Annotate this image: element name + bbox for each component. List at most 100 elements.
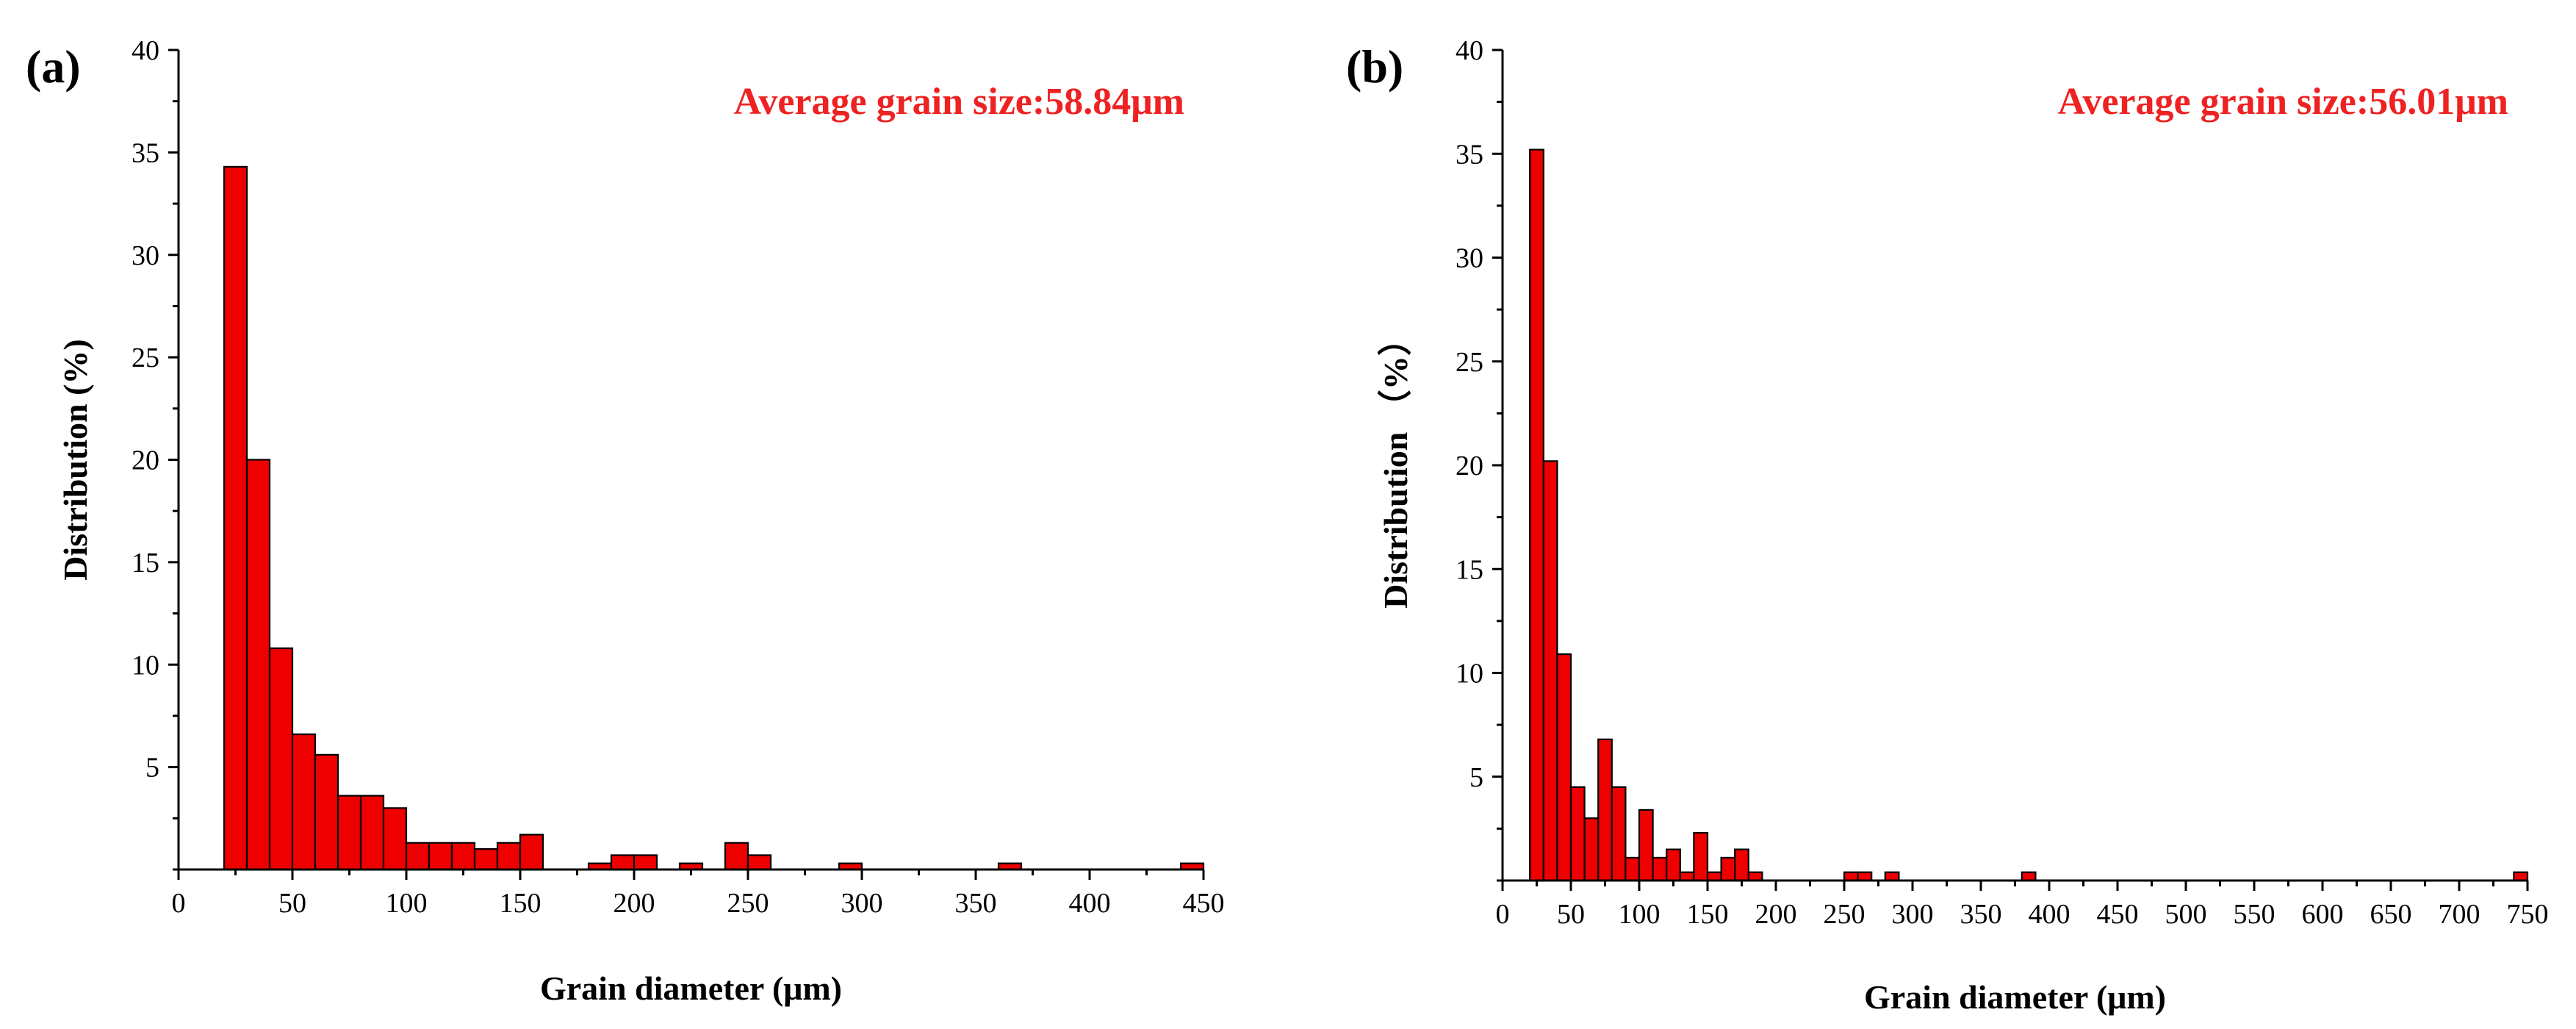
panel-b-bar-265 xyxy=(1857,871,1873,882)
panel-a-chart: 0 50 100 150 200 250 300 350 400 450 5 10 15 20 25 30 35… xyxy=(26,35,1225,1007)
panel-b-x-tick-label-250: 250 xyxy=(1824,899,1866,930)
panel-b-y-tick-label-30: 30 xyxy=(1456,243,1483,274)
panel-b-x-axis-label: Grain diameter (μm) xyxy=(1864,978,2166,1016)
panel-b-x-ticks: 0 50 100 150 200 250 300 350 400 450 500 550 600 650 7… xyxy=(1496,881,2549,930)
panel-a-bar-55 xyxy=(291,733,317,871)
panel-b-y-tick-label-5: 5 xyxy=(1469,762,1483,793)
panel-a-bar-45 xyxy=(268,647,294,871)
panel-b-bar-165 xyxy=(1720,856,1736,882)
panel-a-bar-85 xyxy=(359,795,385,871)
panel-a-axes xyxy=(177,50,1204,871)
panel-b-bar-105 xyxy=(1638,808,1654,882)
panel-b-y-tick-label-15: 15 xyxy=(1456,554,1483,585)
panel-b-x-tick-label-300: 300 xyxy=(1892,899,1934,930)
panel-b-x-tick-label-650: 650 xyxy=(2370,899,2412,930)
panel-a-bar-255 xyxy=(746,854,772,871)
panel-b-average-annotation: Average grain size:56.01μm xyxy=(2058,81,2508,123)
panel-b-bar-95 xyxy=(1625,856,1641,882)
panel-b-x-tick-label-450: 450 xyxy=(2097,899,2139,930)
panel-b-y-tick-label-40: 40 xyxy=(1456,35,1483,66)
panel-a-x-tick-label-100: 100 xyxy=(386,888,428,919)
panel-b-y-tick-label-10: 10 xyxy=(1456,659,1483,689)
panel-a-y-tick-label-40: 40 xyxy=(132,35,159,66)
panel-b-bar-35 xyxy=(1542,460,1558,882)
panel-b-x-tick-label-600: 600 xyxy=(2302,899,2344,930)
panel-a-y-tick-label-5: 5 xyxy=(145,753,159,784)
panel-b-bar-135 xyxy=(1679,871,1695,882)
panel-a-x-tick-label-350: 350 xyxy=(955,888,997,919)
panel-b-x-tick-label-100: 100 xyxy=(1619,899,1661,930)
panel-b-bars xyxy=(1529,148,2529,882)
panel-a-x-axis-label: Grain diameter (μm) xyxy=(540,969,842,1007)
panel-a-bar-135 xyxy=(473,848,499,871)
panel-a-x-tick-label-150: 150 xyxy=(500,888,542,919)
panel-b-y-ticks: 5 10 15 20 25 30 35 40 xyxy=(1456,35,1503,882)
panel-a-average-annotation: Average grain size:58.84μm xyxy=(734,81,1184,123)
panel-b-bar-145 xyxy=(1693,831,1709,882)
panel-b-bar-45 xyxy=(1556,653,1572,882)
panel-a-bar-35 xyxy=(245,459,271,871)
panel-b-x-tick-label-550: 550 xyxy=(2234,899,2275,930)
panel-b-y-tick-label-25: 25 xyxy=(1456,347,1483,378)
panel-b-chart: 0 50 100 150 200 250 300 350 400 450 500 550 600 650 7… xyxy=(1346,35,2549,1016)
panel-a-y-ticks: 5 10 15 20 25 30 35 40 xyxy=(132,35,179,871)
panel-a-x-tick-label-400: 400 xyxy=(1069,888,1111,919)
panel-a-bar-155 xyxy=(519,833,544,871)
panel-b-bar-55 xyxy=(1569,786,1586,882)
panel-b-bar-385 xyxy=(2021,871,2037,882)
panel-b-bar-125 xyxy=(1666,848,1681,882)
panel-a-y-tick-label-25: 25 xyxy=(132,343,159,373)
panel-b-bar-115 xyxy=(1652,856,1668,882)
panel-b-bar-175 xyxy=(1734,848,1749,882)
panel-b-bar-745 xyxy=(2513,871,2529,882)
panel-b-y-tick-label-20: 20 xyxy=(1456,451,1483,481)
panel-a-y-axis-label: Distribution (%) xyxy=(57,339,94,580)
panel-b-x-tick-label-500: 500 xyxy=(2165,899,2207,930)
panel-a-y-tick-label-20: 20 xyxy=(132,445,159,476)
panel-b-x-tick-label-700: 700 xyxy=(2439,899,2480,930)
panel-a-y-tick-label-30: 30 xyxy=(132,240,159,271)
panel-b-x-tick-label-200: 200 xyxy=(1755,899,1797,930)
panel-b-bar-65 xyxy=(1583,817,1600,882)
panel-a-bar-95 xyxy=(382,807,408,871)
panel-b-x-tick-label-50: 50 xyxy=(1557,899,1585,930)
panel-b-x-tick-label-0: 0 xyxy=(1496,899,1510,930)
panel-a-bar-75 xyxy=(337,795,362,871)
panel-b-bar-75 xyxy=(1597,738,1613,882)
panel-b-axes xyxy=(1501,50,2528,882)
panel-b-y-axis-label: Distribution （%） xyxy=(1377,322,1414,609)
panel-b-bar-185 xyxy=(1747,871,1763,882)
panel-a-bar-65 xyxy=(314,753,339,871)
panel-b-x-tick-label-750: 750 xyxy=(2507,899,2549,930)
panel-a-x-tick-label-50: 50 xyxy=(278,888,306,919)
panel-a-label: (a) xyxy=(26,40,81,93)
panel-a-bar-25 xyxy=(223,165,248,871)
panel-b-x-tick-label-150: 150 xyxy=(1687,899,1729,930)
panel-b-bar-285 xyxy=(1884,871,1900,882)
panel-b-bar-255 xyxy=(1843,871,1859,882)
panel-a-x-ticks: 0 50 100 150 200 250 300 350 400 450 xyxy=(172,870,1225,919)
panel-b-bar-25 xyxy=(1529,148,1544,882)
panel-b-x-tick-label-350: 350 xyxy=(1960,899,2002,930)
panel-b-bar-155 xyxy=(1706,871,1722,882)
panel-b-bar-85 xyxy=(1611,786,1627,882)
panel-a-bar-105 xyxy=(405,842,431,871)
panel-a-bar-205 xyxy=(633,854,658,871)
panel-a-y-tick-label-10: 10 xyxy=(132,650,159,681)
panel-a-bar-115 xyxy=(428,842,453,871)
panel-a-x-tick-label-250: 250 xyxy=(727,888,769,919)
panel-b-label: (b) xyxy=(1346,40,1403,93)
panel-a-x-tick-label-0: 0 xyxy=(172,888,186,919)
panel-a-bar-245 xyxy=(724,842,749,871)
panel-a-x-tick-label-200: 200 xyxy=(614,888,655,919)
panel-a-x-tick-label-300: 300 xyxy=(841,888,883,919)
panel-a-bar-145 xyxy=(496,842,522,871)
panel-a-y-tick-label-35: 35 xyxy=(132,137,159,168)
panel-a-bars xyxy=(223,165,1205,871)
panel-b-y-tick-label-35: 35 xyxy=(1456,139,1483,170)
panel-a-bar-195 xyxy=(610,854,636,871)
panel-b-x-tick-label-400: 400 xyxy=(2029,899,2070,930)
panel-a-y-tick-label-15: 15 xyxy=(132,548,159,578)
panel-a-x-tick-label-450: 450 xyxy=(1183,888,1225,919)
